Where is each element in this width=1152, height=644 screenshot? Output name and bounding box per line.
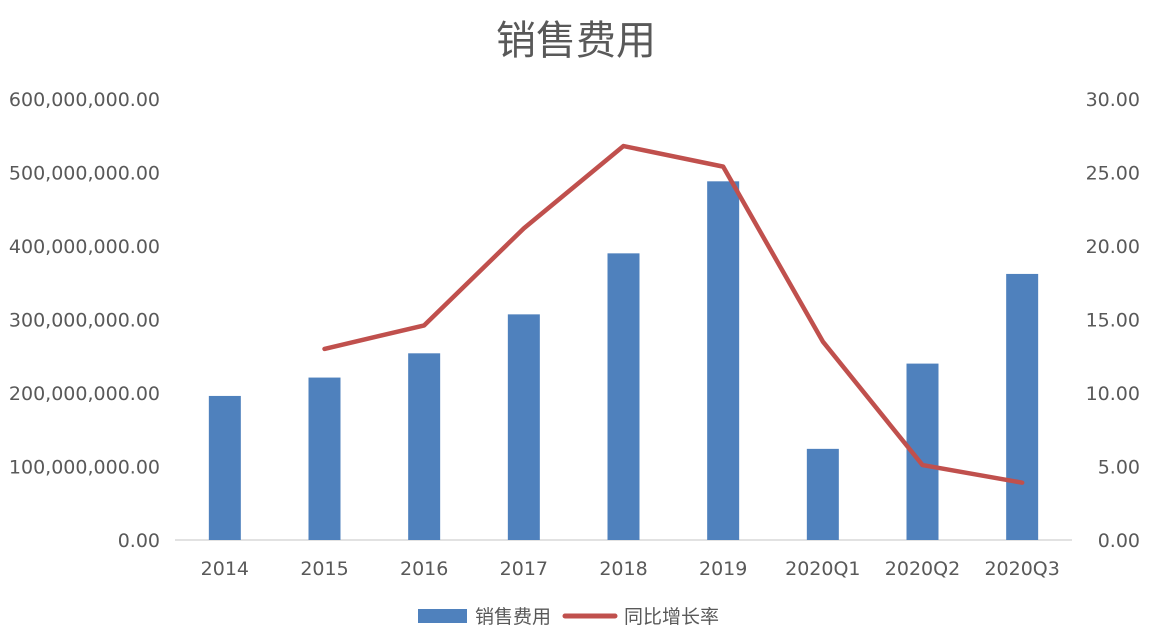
chart-title: 销售费用 [496,18,656,64]
bar [806,448,839,540]
x-tick-label: 2018 [599,558,647,580]
y-right-tick-label: 30.00 [1086,89,1140,111]
bar [308,377,341,540]
y-right-tick-label: 10.00 [1086,383,1140,405]
x-tick-label: 2020Q1 [785,558,860,580]
bar [408,353,441,540]
line-series [322,143,1025,485]
x-tick-label: 2017 [500,558,548,580]
y-right-tick-label: 25.00 [1086,163,1140,185]
bar [507,314,540,540]
y-left-tick-label: 0.00 [118,530,160,552]
x-tick-label: 2020Q2 [885,558,960,580]
legend: 销售费用 同比增长率 [418,606,719,628]
y-left-tick-label: 400,000,000.00 [9,236,160,258]
y-left-tick-label: 500,000,000.00 [9,163,160,185]
y-left-tick-label: 300,000,000.00 [9,310,160,332]
legend-label-bar: 销售费用 [475,606,551,628]
y-left-tick-label: 200,000,000.00 [9,383,160,405]
left-axis: 0.00 100,000,000.00 200,000,000.00 300,000,… [9,89,160,552]
legend-label-line: 同比增长率 [624,606,719,628]
right-axis: 0.00 5.00 10.00 15.00 20.00 25.00 30.00 [1086,89,1140,552]
bar [607,253,640,540]
x-tick-label: 2015 [300,558,348,580]
bar [707,181,740,540]
bar [1006,273,1039,540]
y-left-tick-label: 100,000,000.00 [9,457,160,479]
growth-rate-line [322,143,1025,485]
y-right-tick-label: 0.00 [1098,530,1140,552]
x-tick-label: 2016 [400,558,448,580]
legend-swatch-bar [418,609,467,623]
y-right-tick-label: 5.00 [1098,457,1140,479]
x-tick-label: 2014 [201,558,249,580]
bar-series [208,181,1039,540]
x-tick-label: 2019 [699,558,747,580]
y-right-tick-label: 20.00 [1086,236,1140,258]
y-right-tick-label: 15.00 [1086,310,1140,332]
x-tick-label: 2020Q3 [984,558,1059,580]
y-left-tick-label: 600,000,000.00 [9,89,160,111]
bar [208,395,241,540]
x-axis: 2014 2015 2016 2017 2018 2019 2020Q1 2020Q2 2020… [201,558,1060,580]
